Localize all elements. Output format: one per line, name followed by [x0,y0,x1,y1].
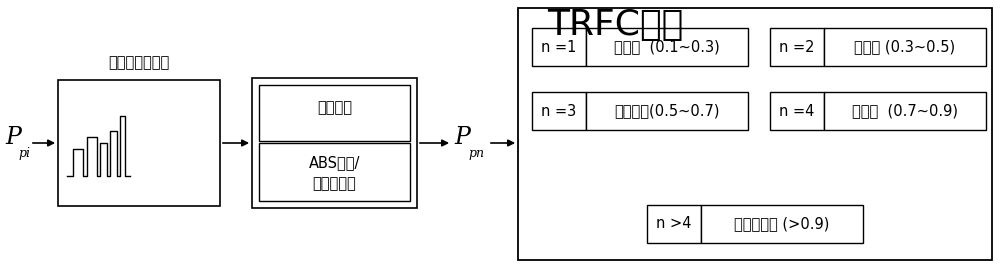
Bar [770,28,824,66]
Bar [586,28,748,66]
Text: TRFC估测: TRFC估测 [547,8,683,42]
Text: 车辆模型: 车辆模型 [317,100,352,116]
Text: n =4: n =4 [779,103,815,118]
Text: 刹车压力脉冲组: 刹车压力脉冲组 [108,55,170,70]
Bar [532,28,586,66]
Bar [259,85,410,141]
Text: pn: pn [468,147,484,159]
Text: pi: pi [18,147,30,159]
Bar [824,28,986,66]
Bar [647,205,701,243]
Bar [532,92,586,130]
Bar [518,8,992,260]
Text: P: P [454,125,470,148]
Bar [701,205,863,243]
Text: 高摩擦  (0.7~0.9): 高摩擦 (0.7~0.9) [852,103,958,118]
Bar [824,92,986,130]
Text: 中摩擦 (0.3~0.5): 中摩擦 (0.3~0.5) [854,39,956,54]
Bar [252,78,417,208]
Text: n >4: n >4 [656,217,692,232]
Text: n =2: n =2 [779,39,815,54]
Text: n =3: n =3 [541,103,577,118]
Bar [586,92,748,130]
Text: 中高摩擦(0.5~0.7): 中高摩擦(0.5~0.7) [614,103,720,118]
Text: P: P [5,125,21,148]
Text: 低摩擦  (0.1~0.3): 低摩擦 (0.1~0.3) [614,39,720,54]
Text: 非常高摩擦 (>0.9): 非常高摩擦 (>0.9) [734,217,830,232]
Text: n =1: n =1 [541,39,577,54]
Bar [770,92,824,130]
Bar [58,80,220,206]
Bar [259,143,410,201]
Text: ABS触发/
剪切滑移率: ABS触发/ 剪切滑移率 [309,155,360,191]
